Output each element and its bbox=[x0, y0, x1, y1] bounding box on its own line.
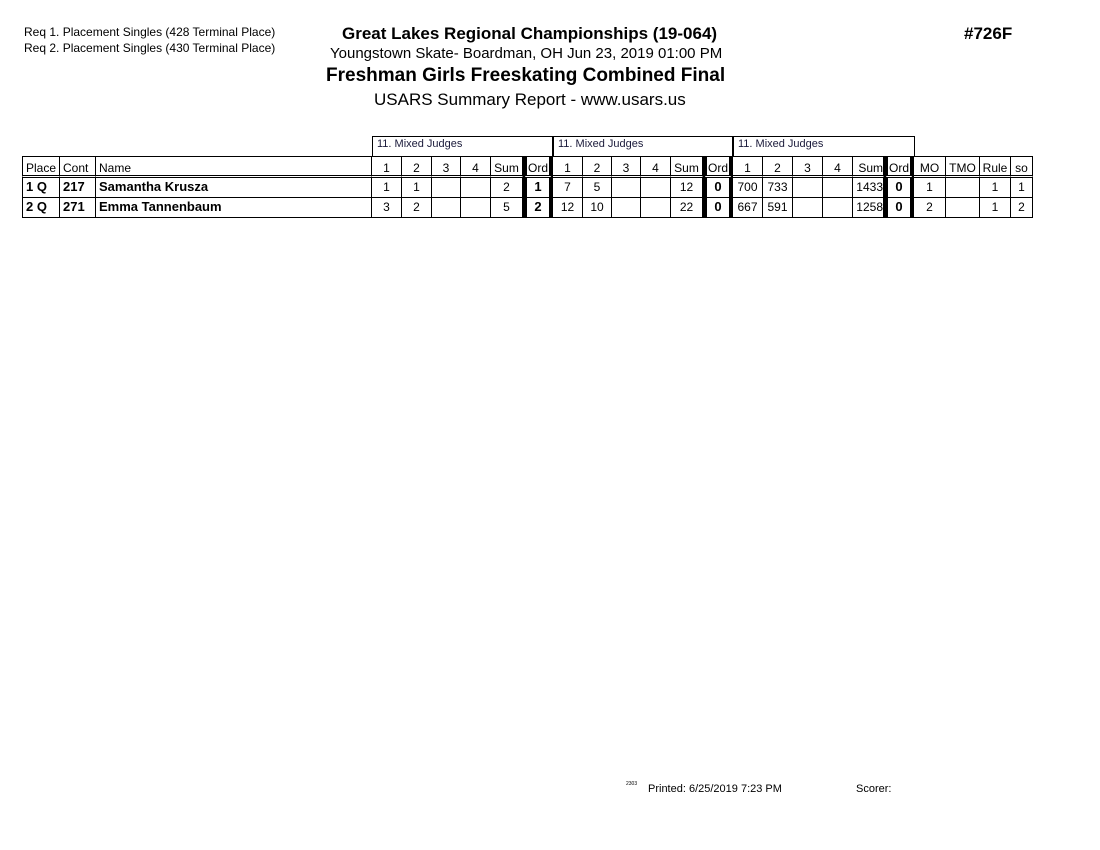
table-cell: 22 bbox=[671, 198, 703, 218]
table-cell: 1 bbox=[372, 178, 402, 198]
table-cell bbox=[823, 178, 853, 198]
table-cell: 0 bbox=[884, 178, 914, 198]
column-header: Ord bbox=[523, 156, 553, 178]
column-header: 1 bbox=[733, 156, 763, 178]
table-cell bbox=[946, 178, 980, 198]
column-header: 2 bbox=[583, 156, 612, 178]
judge-group-header: 11. Mixed Judges bbox=[733, 136, 915, 157]
table-cell: 591 bbox=[763, 198, 793, 218]
column-header: 4 bbox=[823, 156, 853, 178]
column-header: Sum bbox=[853, 156, 884, 178]
column-header: 3 bbox=[432, 156, 461, 178]
requirement-2: Req 2. Placement Singles (430 Terminal P… bbox=[24, 41, 276, 55]
table-cell: 2 bbox=[523, 198, 553, 218]
table-cell: 1 bbox=[1011, 178, 1033, 198]
table-cell: 1 Q bbox=[22, 178, 60, 198]
column-header: Sum bbox=[671, 156, 703, 178]
table-cell bbox=[432, 178, 461, 198]
table-cell: 3 bbox=[372, 198, 402, 218]
column-header: 3 bbox=[612, 156, 641, 178]
table-cell: 2 bbox=[914, 198, 946, 218]
table-cell bbox=[612, 198, 641, 218]
table-cell: 1 bbox=[402, 178, 432, 198]
column-header: Place bbox=[22, 156, 60, 178]
table-cell: 5 bbox=[491, 198, 523, 218]
table-cell: 7 bbox=[553, 178, 583, 198]
table-cell bbox=[461, 178, 491, 198]
column-header: Ord bbox=[703, 156, 733, 178]
column-header: 4 bbox=[461, 156, 491, 178]
table-cell bbox=[823, 198, 853, 218]
table-cell bbox=[432, 198, 461, 218]
column-header: 1 bbox=[372, 156, 402, 178]
table-cell bbox=[461, 198, 491, 218]
column-header: 2 bbox=[402, 156, 432, 178]
table-cell: 5 bbox=[583, 178, 612, 198]
report-title: USARS Summary Report - www.usars.us bbox=[374, 90, 686, 109]
scorer-label: Scorer: bbox=[856, 783, 892, 795]
column-header: Rule bbox=[980, 156, 1011, 178]
table-cell bbox=[946, 198, 980, 218]
table-cell: 0 bbox=[703, 198, 733, 218]
event-title: Freshman Girls Freeskating Combined Fina… bbox=[326, 65, 726, 86]
table-cell: Samantha Krusza bbox=[96, 178, 372, 198]
table-cell bbox=[641, 198, 671, 218]
location-date: Youngstown Skate- Boardman, OH Jun 23, 2… bbox=[330, 45, 723, 62]
table-cell: Emma Tannenbaum bbox=[96, 198, 372, 218]
table-cell: 667 bbox=[733, 198, 763, 218]
column-header: Name bbox=[96, 156, 372, 178]
table-cell bbox=[641, 178, 671, 198]
table-cell: 217 bbox=[60, 178, 96, 198]
column-header: Sum bbox=[491, 156, 523, 178]
table-cell: 700 bbox=[733, 178, 763, 198]
table-cell: 12 bbox=[553, 198, 583, 218]
table-cell: 733 bbox=[763, 178, 793, 198]
competition-title: Great Lakes Regional Championships (19-0… bbox=[342, 24, 718, 43]
column-header: TMO bbox=[946, 156, 980, 178]
column-header: Cont bbox=[60, 156, 96, 178]
column-header: so bbox=[1011, 156, 1033, 178]
column-header: 3 bbox=[793, 156, 823, 178]
table-cell: 1 bbox=[980, 178, 1011, 198]
table-cell: 0 bbox=[884, 198, 914, 218]
table-cell: 1433 bbox=[853, 178, 884, 198]
table-cell: 1258 bbox=[853, 198, 884, 218]
column-header: 2 bbox=[763, 156, 793, 178]
table-cell bbox=[793, 178, 823, 198]
footer-code: 2303 bbox=[626, 781, 638, 787]
table-cell: 1 bbox=[523, 178, 553, 198]
table-cell: 12 bbox=[671, 178, 703, 198]
table-cell: 10 bbox=[583, 198, 612, 218]
table-cell bbox=[793, 198, 823, 218]
table-cell: 1 bbox=[914, 178, 946, 198]
event-number: #726F bbox=[964, 24, 1013, 43]
requirement-1: Req 1. Placement Singles (428 Terminal P… bbox=[24, 25, 276, 39]
table-cell: 2 Q bbox=[22, 198, 60, 218]
column-header: Ord bbox=[884, 156, 914, 178]
printed-date: Printed: 6/25/2019 7:23 PM bbox=[648, 783, 782, 795]
column-header: 1 bbox=[553, 156, 583, 178]
table-cell: 0 bbox=[703, 178, 733, 198]
judge-group-header: 11. Mixed Judges bbox=[372, 136, 553, 157]
table-cell: 2 bbox=[491, 178, 523, 198]
table-cell bbox=[612, 178, 641, 198]
table-cell: 1 bbox=[980, 198, 1011, 218]
table-cell: 271 bbox=[60, 198, 96, 218]
table-cell: 2 bbox=[1011, 198, 1033, 218]
judge-group-header: 11. Mixed Judges bbox=[553, 136, 733, 157]
column-header: MO bbox=[914, 156, 946, 178]
column-header: 4 bbox=[641, 156, 671, 178]
table-cell: 2 bbox=[402, 198, 432, 218]
